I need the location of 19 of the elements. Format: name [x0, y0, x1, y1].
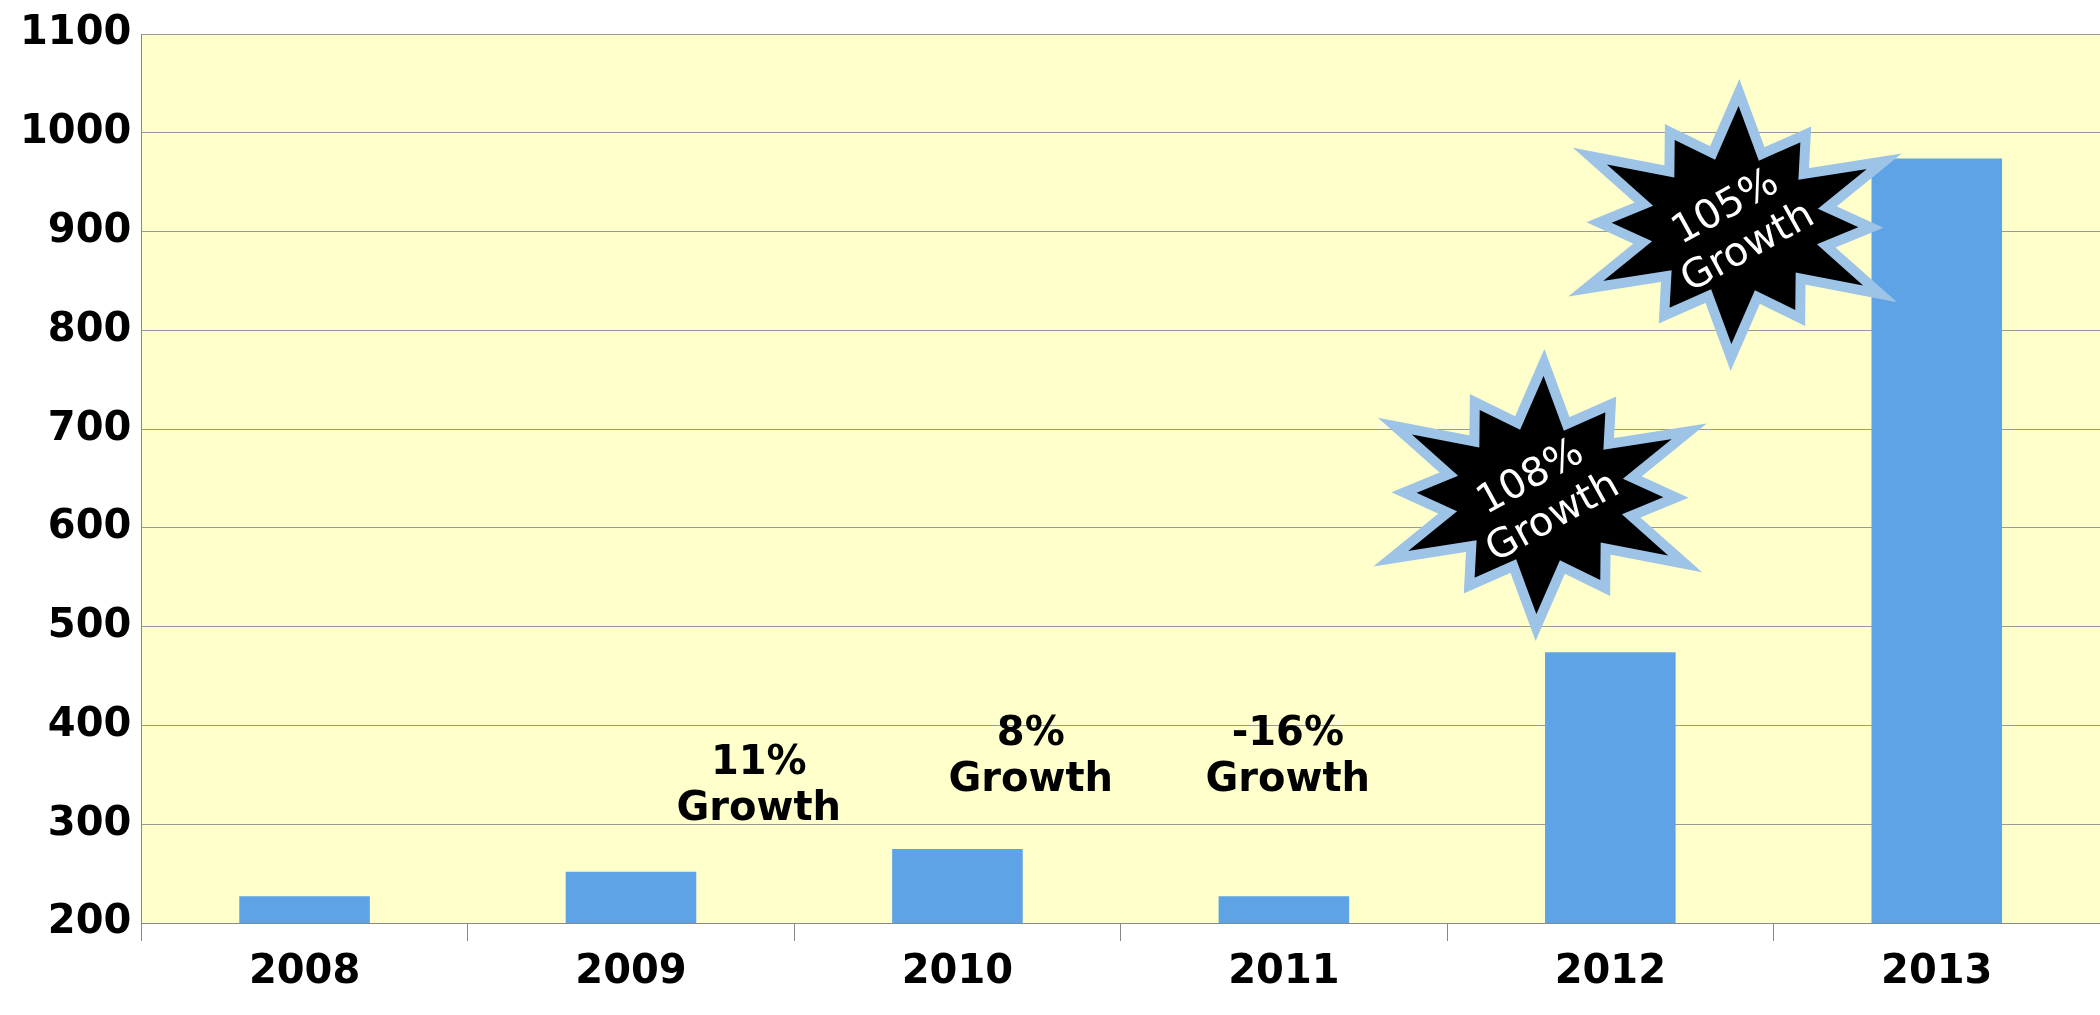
- annotation: -16% Growth: [1205, 708, 1371, 800]
- y-tick-label: 1000: [20, 106, 132, 153]
- x-tick-label: 2012: [1554, 946, 1666, 993]
- x-tick-label: 2008: [248, 946, 361, 993]
- y-tick-label: 700: [47, 402, 132, 449]
- x-tick-label: 2011: [1228, 946, 1340, 993]
- y-tick-label: 200: [47, 896, 132, 943]
- y-tick-label: 800: [47, 303, 132, 350]
- y-tick-label: 900: [47, 204, 132, 251]
- y-tick-label: 1100: [20, 7, 132, 54]
- y-tick-label: 300: [47, 797, 132, 844]
- x-tick-label: 2013: [1881, 946, 1993, 993]
- annotation: 11% Growth: [676, 737, 842, 829]
- x-tick-label: 2010: [901, 946, 1014, 993]
- annotation: 8% Growth: [948, 708, 1114, 800]
- y-tick-label: 400: [47, 698, 132, 745]
- y-tick-label: 500: [47, 600, 132, 647]
- x-tick-label: 2009: [575, 946, 687, 993]
- y-tick-label: 600: [47, 501, 132, 548]
